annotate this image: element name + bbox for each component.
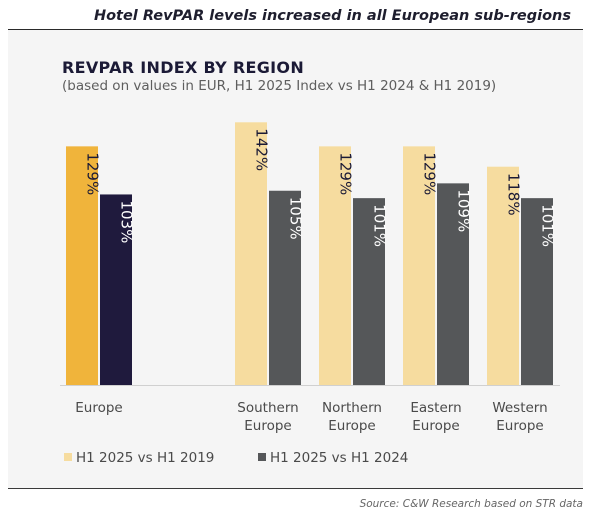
- bar-northern-europe-series-1: [319, 146, 351, 385]
- category-label-eastern-europe-line-1: Eastern: [410, 400, 461, 416]
- bar-europe-series-1: [66, 146, 98, 385]
- value-label-europe-series-1: 129%: [83, 152, 101, 195]
- bar-europe-series-2: [100, 194, 132, 385]
- bar-western-europe-series-2: [521, 198, 553, 385]
- legend-label-series-1: H1 2025 vs H1 2019: [76, 450, 214, 466]
- value-label-southern-europe-series-1: 142%: [252, 128, 270, 171]
- category-label-europe: Europe: [75, 400, 122, 416]
- value-label-eastern-europe-series-2: 109%: [454, 189, 472, 232]
- legend-label-series-2: H1 2025 vs H1 2024: [270, 450, 408, 466]
- value-label-europe-series-2: 103%: [117, 200, 135, 243]
- value-label-southern-europe-series-2: 105%: [286, 197, 304, 240]
- bar-eastern-europe-series-2: [437, 183, 469, 385]
- category-label-eastern-europe-line-2: Europe: [412, 418, 459, 434]
- value-label-eastern-europe-series-1: 129%: [420, 152, 438, 195]
- category-label-northern-europe-line-1: Northern: [322, 400, 382, 416]
- category-label-western-europe-line-2: Europe: [496, 418, 543, 434]
- bar-northern-europe-series-2: [353, 198, 385, 385]
- chart-title: REVPAR INDEX BY REGION: [62, 58, 305, 77]
- category-label-western-europe-line-1: Western: [492, 400, 547, 416]
- legend-swatch-series-2: [258, 453, 266, 461]
- bar-western-europe-series-1: [487, 166, 519, 385]
- value-label-northern-europe-series-1: 129%: [336, 152, 354, 195]
- bar-southern-europe-series-2: [269, 190, 301, 385]
- headline: Hotel RevPAR levels increased in all Eur…: [93, 8, 571, 24]
- value-label-western-europe-series-1: 118%: [504, 173, 522, 216]
- bottom-divider: [8, 488, 583, 489]
- bar-eastern-europe-series-1: [403, 146, 435, 385]
- category-label-northern-europe-line-2: Europe: [328, 418, 375, 434]
- value-label-western-europe-series-2: 101%: [538, 204, 556, 247]
- category-label-southern-europe-line-2: Europe: [244, 418, 291, 434]
- headline-divider: [8, 29, 583, 30]
- source-note: Source: C&W Research based on STR data: [359, 498, 583, 510]
- chart-subtitle: (based on values in EUR, H1 2025 Index v…: [62, 78, 497, 94]
- value-label-northern-europe-series-2: 101%: [370, 204, 388, 247]
- category-label-southern-europe-line-1: Southern: [237, 400, 298, 416]
- legend-swatch-series-1: [64, 453, 72, 461]
- bar-southern-europe-series-1: [235, 122, 267, 386]
